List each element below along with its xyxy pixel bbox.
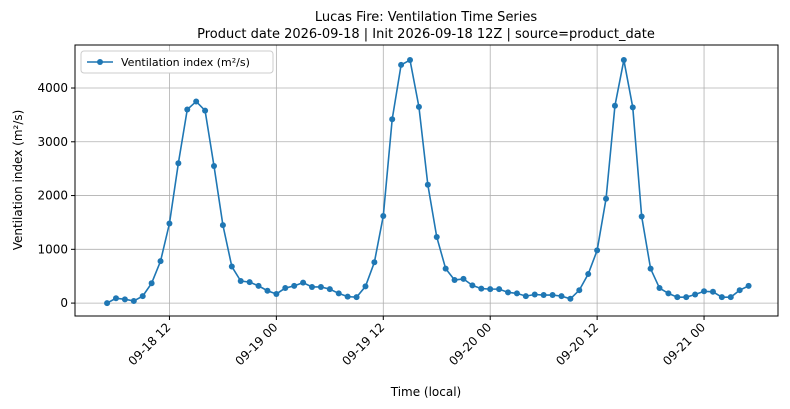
data-point (335, 290, 342, 297)
x-axis-label: Time (local) (390, 385, 462, 399)
chart-subtitle: Product date 2026-09-18 | Init 2026-09-1… (197, 27, 655, 42)
data-point (389, 116, 396, 123)
data-point (478, 285, 485, 292)
data-point (496, 286, 503, 293)
data-point (255, 282, 262, 289)
y-tick-label: 2000 (37, 189, 68, 203)
data-point (415, 103, 422, 110)
data-point (228, 263, 235, 270)
x-tick-label: 09-20 12 (553, 320, 601, 368)
data-point (139, 293, 146, 300)
data-point (300, 279, 307, 286)
y-tick-label: 4000 (37, 81, 68, 95)
x-tick-label: 09-19 12 (339, 320, 387, 368)
data-point (585, 271, 592, 278)
data-point (683, 294, 690, 301)
data-point (326, 286, 333, 293)
data-point (665, 290, 672, 297)
data-point (611, 102, 618, 109)
data-point (513, 290, 520, 297)
data-point (317, 283, 324, 290)
data-point (692, 291, 699, 298)
data-point (433, 233, 440, 240)
data-point (656, 285, 663, 292)
data-point (291, 282, 298, 289)
data-point (603, 195, 610, 202)
data-point (540, 292, 547, 299)
data-point (202, 107, 209, 114)
data-point (442, 265, 449, 272)
data-point (148, 280, 155, 287)
y-tick-label: 0 (60, 296, 68, 310)
data-point (407, 57, 414, 64)
data-point (121, 296, 128, 303)
data-point (727, 294, 734, 301)
x-tick-label: 09-19 00 (232, 320, 280, 368)
plot-frame (74, 44, 779, 317)
data-point (166, 220, 173, 227)
data-point (567, 295, 574, 302)
y-axis-label: Ventilation index (m²/s) (11, 110, 25, 251)
data-point (246, 279, 253, 286)
data-point (594, 247, 601, 254)
chart-title: Lucas Fire: Ventilation Time Series (315, 10, 538, 25)
data-point (273, 290, 280, 297)
data-point (362, 283, 369, 290)
legend-label: Ventilation index (m²/s) (121, 56, 250, 69)
data-point (701, 288, 708, 295)
data-point (576, 287, 583, 294)
data-point (264, 287, 271, 294)
y-tick-label: 3000 (37, 135, 68, 149)
data-point (674, 294, 681, 301)
data-point (647, 265, 654, 272)
data-point (718, 294, 725, 301)
data-point (112, 295, 119, 302)
legend-marker (97, 59, 103, 65)
data-point (531, 291, 538, 298)
data-point (709, 288, 716, 295)
data-point (451, 276, 458, 283)
data-point (210, 162, 217, 169)
data-point (424, 181, 431, 188)
data-point (460, 275, 467, 282)
data-point (469, 282, 476, 289)
legend-box (80, 50, 274, 74)
data-point (398, 61, 405, 68)
data-point (620, 57, 627, 64)
x-tick-label: 09-20 00 (446, 320, 494, 368)
x-tick-label: 09-18 12 (126, 320, 174, 368)
data-point (558, 293, 565, 300)
y-tick-label: 1000 (37, 242, 68, 256)
data-point (745, 282, 752, 289)
data-point (309, 283, 316, 290)
data-point (629, 104, 636, 111)
data-point (344, 293, 351, 300)
data-point (380, 212, 387, 219)
data-point (522, 293, 529, 300)
data-point (157, 258, 164, 265)
data-point (175, 160, 182, 167)
data-point (638, 213, 645, 220)
data-point (505, 289, 512, 296)
data-point (282, 285, 289, 292)
data-point (193, 98, 200, 105)
data-point (736, 287, 743, 294)
data-point (487, 286, 494, 293)
data-point (371, 259, 378, 266)
data-point (219, 222, 226, 229)
x-tick-label: 09-21 00 (660, 320, 708, 368)
data-point (130, 297, 137, 304)
data-point (184, 106, 191, 113)
data-point (237, 278, 244, 285)
data-point (549, 292, 556, 299)
data-point (353, 294, 360, 301)
data-point (104, 300, 111, 307)
